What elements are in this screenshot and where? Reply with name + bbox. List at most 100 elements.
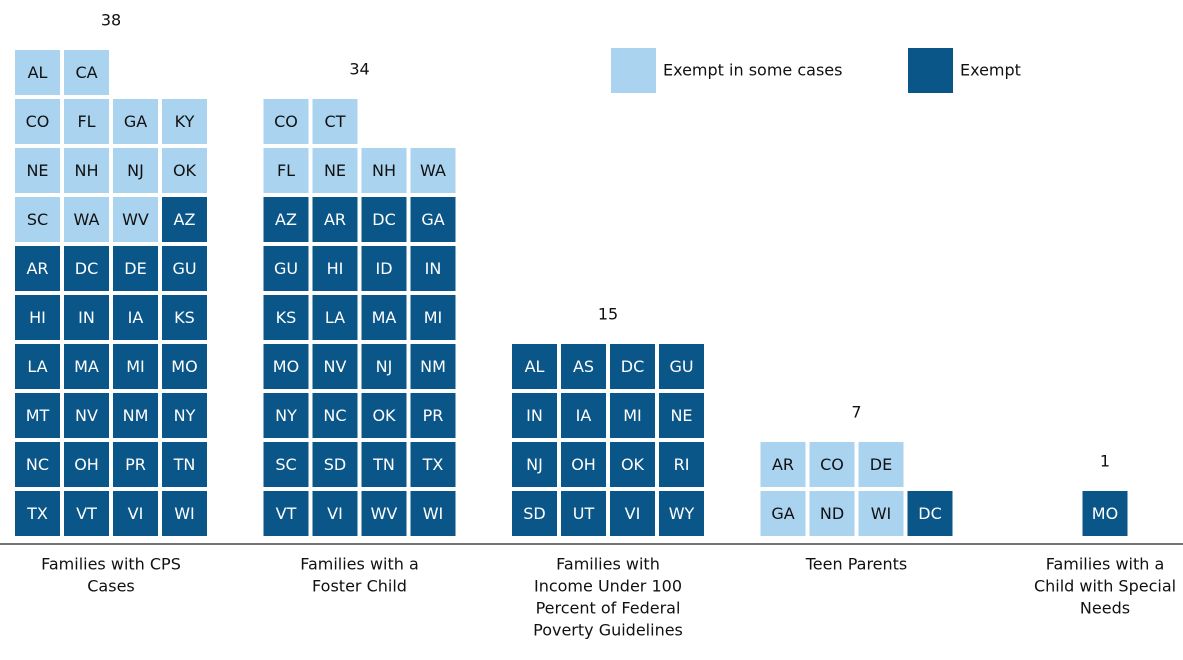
- tile-label: MI: [424, 308, 443, 327]
- tile-label: DE: [124, 259, 146, 278]
- group-label: Families with a: [300, 555, 419, 574]
- tile: [15, 442, 60, 487]
- tile: [64, 148, 109, 193]
- tile-label: OH: [74, 455, 99, 474]
- legend-swatch: [908, 48, 953, 93]
- tile-label: GA: [124, 112, 147, 131]
- tile: [113, 148, 158, 193]
- tile-label: IN: [78, 308, 95, 327]
- tile-label: GU: [669, 357, 693, 376]
- tile: [15, 197, 60, 242]
- tile: [610, 393, 655, 438]
- tile: [312, 491, 358, 536]
- tile-label: GA: [421, 210, 444, 229]
- tile: [512, 344, 557, 389]
- tile: [15, 99, 60, 144]
- tile: [312, 197, 358, 242]
- tile: [312, 344, 358, 389]
- tile-label: WV: [122, 210, 149, 229]
- tile: [113, 197, 158, 242]
- tile: [113, 393, 158, 438]
- tile-label: SD: [523, 504, 545, 523]
- tile: [263, 197, 309, 242]
- tile: [15, 295, 60, 340]
- tile-label: NE: [670, 406, 692, 425]
- tile: [312, 442, 358, 487]
- tile-label: MA: [372, 308, 397, 327]
- tile-label: MA: [74, 357, 99, 376]
- tile-label: DC: [918, 504, 942, 523]
- tile-label: MO: [273, 357, 299, 376]
- legend-label: Exempt in some cases: [663, 61, 842, 80]
- group-total: 38: [101, 11, 121, 30]
- tile: [64, 295, 109, 340]
- tile-label: NE: [26, 161, 48, 180]
- tile: [162, 246, 207, 291]
- tile: [410, 148, 456, 193]
- tile-label: DC: [621, 357, 645, 376]
- tile: [361, 491, 407, 536]
- tile-label: GU: [274, 259, 298, 278]
- tile: [312, 393, 358, 438]
- tile-label: KS: [174, 308, 195, 327]
- tile-label: NY: [275, 406, 297, 425]
- tile: [15, 246, 60, 291]
- group-total: 1: [1100, 452, 1110, 471]
- tile: [64, 344, 109, 389]
- tile-label: FL: [77, 112, 95, 131]
- tile-label: DC: [372, 210, 396, 229]
- tile: [312, 148, 358, 193]
- tile-label: MO: [1092, 504, 1118, 523]
- tile-label: MT: [26, 406, 50, 425]
- tile-label: NJ: [376, 357, 393, 376]
- tile-label: NV: [324, 357, 347, 376]
- tile-label: IN: [425, 259, 442, 278]
- tile-label: CO: [26, 112, 50, 131]
- tile-label: KS: [276, 308, 297, 327]
- tile: [361, 295, 407, 340]
- tile-label: LA: [325, 308, 345, 327]
- tile: [64, 99, 109, 144]
- tile: [512, 442, 557, 487]
- tile-label: LA: [27, 357, 47, 376]
- tile: [162, 393, 207, 438]
- tile-label: NH: [372, 161, 396, 180]
- tile-label: MI: [126, 357, 145, 376]
- tile-label: RI: [674, 455, 690, 474]
- tile: [312, 246, 358, 291]
- group-total: 7: [851, 403, 861, 422]
- tile: [907, 491, 953, 536]
- tile-label: HI: [327, 259, 344, 278]
- tile-label: WY: [669, 504, 695, 523]
- tile-label: VT: [276, 504, 297, 523]
- tile-label: GA: [771, 504, 794, 523]
- tile: [659, 491, 704, 536]
- tile: [162, 295, 207, 340]
- tile-label: VT: [76, 504, 97, 523]
- tile-label: WA: [420, 161, 446, 180]
- tile-label: FL: [277, 161, 295, 180]
- tile: [162, 99, 207, 144]
- tile-label: OK: [372, 406, 396, 425]
- tile: [361, 148, 407, 193]
- group-label: Percent of Federal: [536, 599, 681, 618]
- tile-label: PR: [125, 455, 146, 474]
- tile-label: NJ: [526, 455, 543, 474]
- tile-label: NV: [75, 406, 98, 425]
- tile-label: CO: [274, 112, 298, 131]
- tile-label: MO: [171, 357, 197, 376]
- tile: [113, 99, 158, 144]
- tile: [858, 491, 904, 536]
- tile: [512, 491, 557, 536]
- tile: [64, 393, 109, 438]
- tile: [162, 148, 207, 193]
- tile: [15, 393, 60, 438]
- tile-label: NC: [26, 455, 49, 474]
- tile-label: WA: [74, 210, 100, 229]
- tile: [610, 442, 655, 487]
- tile: [410, 344, 456, 389]
- tile: [1082, 491, 1128, 536]
- tile-label: ND: [820, 504, 844, 523]
- tile: [361, 197, 407, 242]
